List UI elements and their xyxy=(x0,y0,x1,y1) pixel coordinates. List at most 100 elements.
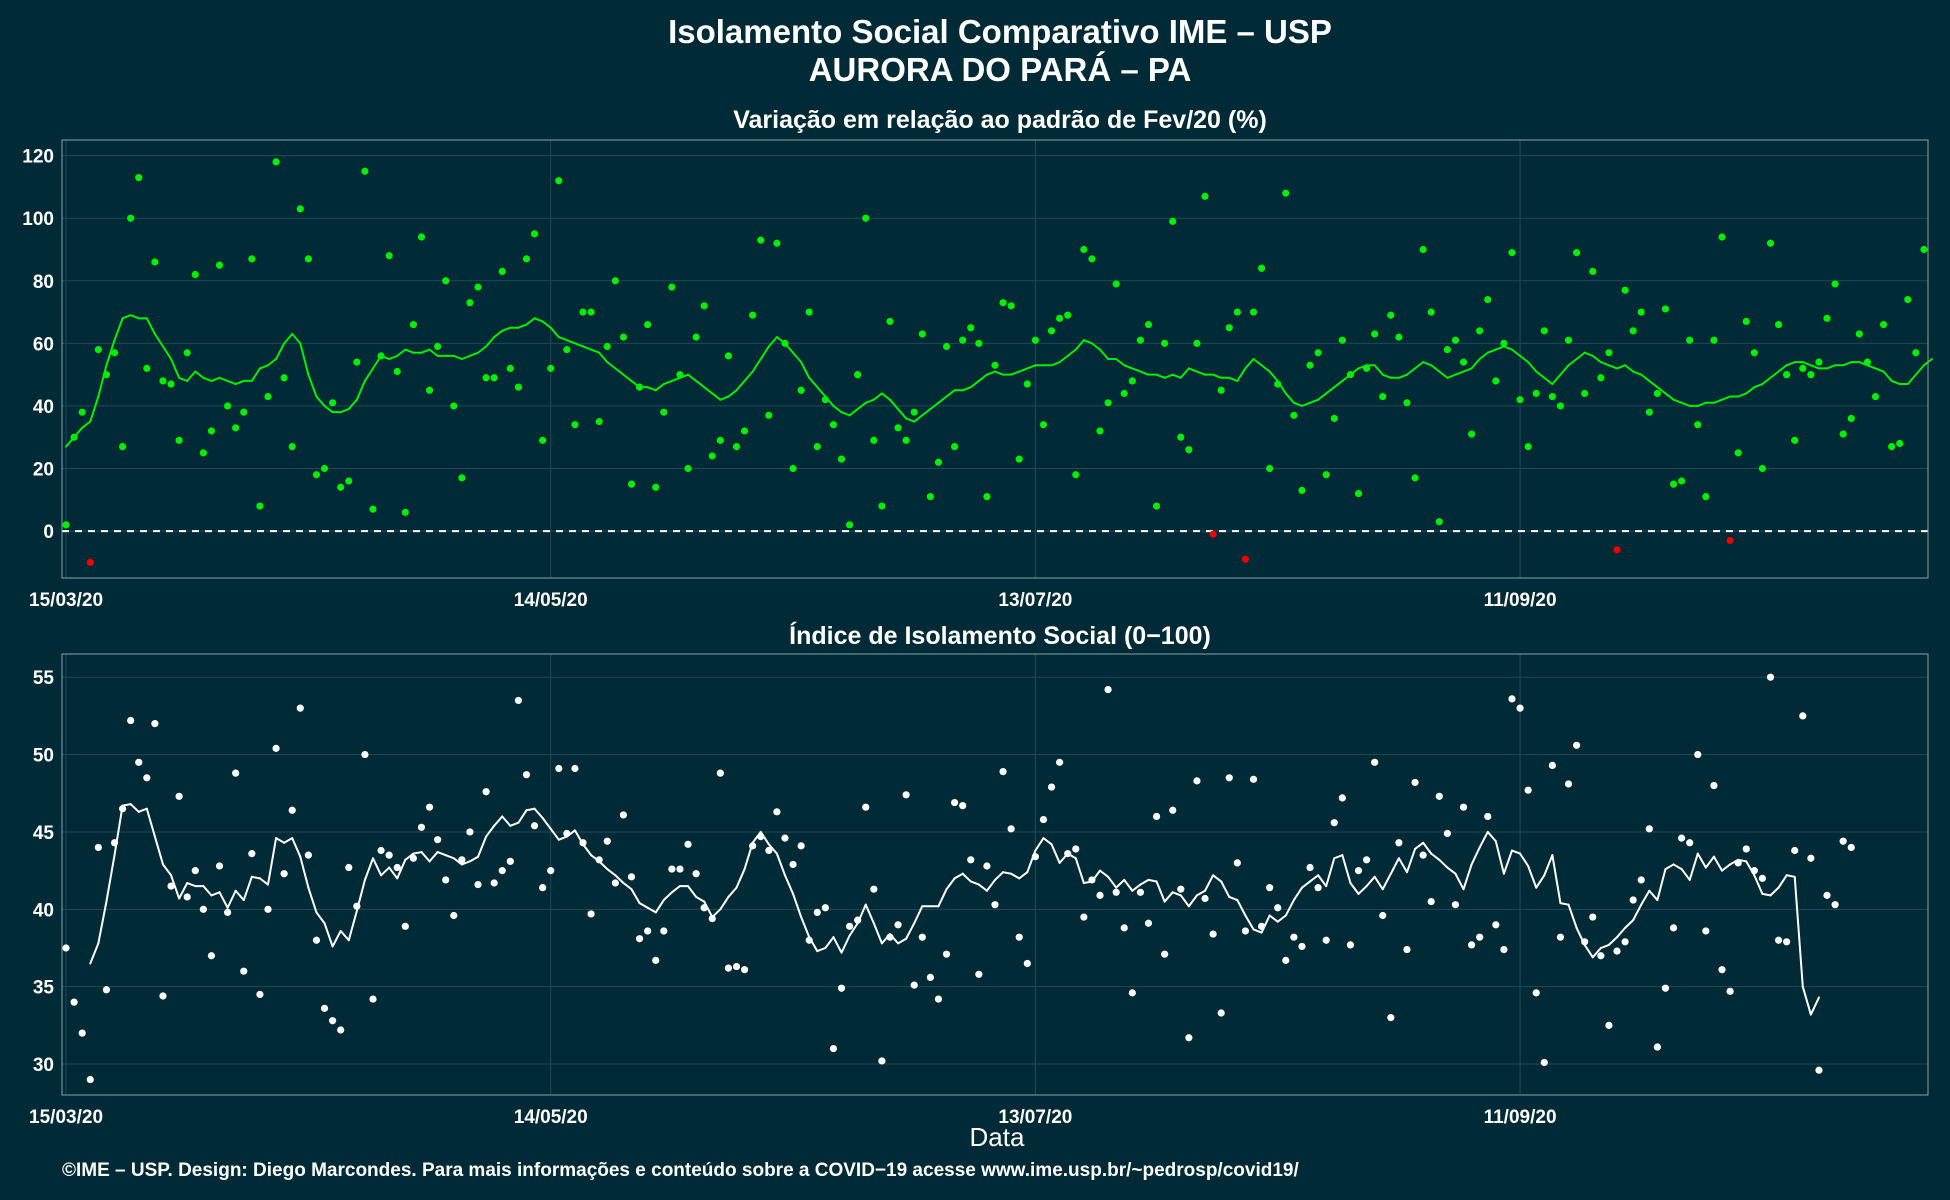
data-point xyxy=(1540,1058,1548,1067)
moving-average-segment xyxy=(1026,364,1037,370)
data-point xyxy=(280,870,288,878)
data-point xyxy=(1443,829,1451,838)
data-point xyxy=(232,424,240,432)
moving-average-segment xyxy=(832,404,843,414)
moving-average-segment xyxy=(1672,398,1683,404)
data-point xyxy=(757,236,765,244)
moving-average-segment xyxy=(477,835,488,858)
moving-average-segment xyxy=(266,837,278,886)
data-point xyxy=(530,822,539,830)
data-point xyxy=(1799,712,1807,720)
data-point xyxy=(320,464,329,473)
moving-average-segment xyxy=(1034,837,1045,852)
data-point xyxy=(329,1017,337,1025)
data-point xyxy=(1863,358,1872,366)
data-point xyxy=(1920,245,1928,254)
moving-average-segment xyxy=(1761,376,1772,386)
data-point xyxy=(514,383,523,391)
moving-average-segment xyxy=(687,885,698,898)
data-point xyxy=(765,846,773,855)
data-point xyxy=(1112,888,1120,896)
data-point xyxy=(1314,884,1322,892)
data-point xyxy=(1274,904,1282,912)
data-point xyxy=(1774,936,1783,944)
data-point xyxy=(1209,530,1217,538)
moving-average-segment xyxy=(1147,878,1158,883)
data-point xyxy=(1815,1066,1823,1074)
data-point xyxy=(1613,947,1621,955)
moving-average-segment xyxy=(1769,886,1780,897)
moving-average-segment xyxy=(1696,852,1707,869)
data-point xyxy=(458,474,466,482)
data-point xyxy=(878,1057,886,1065)
data-point xyxy=(223,402,232,410)
data-point xyxy=(1791,846,1799,855)
moving-average-segment xyxy=(485,336,496,348)
data-point xyxy=(466,299,474,307)
moving-average-segment xyxy=(840,934,851,954)
moving-average-segment xyxy=(1236,899,1247,917)
moving-average-segment xyxy=(1607,364,1618,370)
data-point xyxy=(1282,189,1290,197)
data-point xyxy=(1225,324,1233,332)
moving-average-segment xyxy=(751,358,762,373)
data-point xyxy=(94,346,102,354)
moving-average-segment xyxy=(1139,370,1150,376)
moving-average-segment xyxy=(266,358,278,367)
data-point xyxy=(1750,349,1758,357)
data-point xyxy=(1427,308,1435,316)
moving-average-segment xyxy=(1163,373,1174,379)
data-point xyxy=(700,904,708,912)
moving-average-segment xyxy=(468,855,480,863)
data-point xyxy=(70,998,78,1006)
data-point xyxy=(660,408,668,416)
data-point xyxy=(676,371,684,379)
moving-average-segment xyxy=(565,339,576,345)
moving-average-segment xyxy=(1874,367,1885,373)
data-point xyxy=(765,411,773,419)
moving-average-segment xyxy=(1204,874,1215,892)
moving-average-segment xyxy=(1551,854,1562,905)
moving-average-segment xyxy=(573,342,585,348)
moving-average-segment xyxy=(1333,379,1344,389)
moving-average-segment xyxy=(1510,849,1522,855)
moving-average-segment xyxy=(396,858,407,880)
moving-average-segment xyxy=(743,370,754,382)
data-point xyxy=(127,214,135,222)
x-tick-label: 14/05/20 xyxy=(514,590,588,611)
data-point xyxy=(1056,314,1064,322)
data-point xyxy=(1128,377,1136,385)
moving-average-segment xyxy=(1882,370,1893,382)
moving-average-segment xyxy=(1155,880,1166,903)
moving-average-segment xyxy=(1115,878,1126,889)
data-point xyxy=(1783,938,1791,946)
data-point xyxy=(1476,933,1484,941)
moving-average-segment xyxy=(1010,872,1021,880)
data-point xyxy=(102,986,111,994)
moving-average-segment xyxy=(1454,872,1465,891)
data-point xyxy=(1484,295,1492,304)
moving-average-segment xyxy=(1284,899,1295,917)
data-point xyxy=(644,927,652,935)
data-point xyxy=(288,806,296,814)
data-point xyxy=(1524,443,1532,451)
moving-average-segment xyxy=(638,902,649,909)
moving-average-segment xyxy=(929,401,940,411)
moving-average-segment xyxy=(1357,885,1368,895)
data-point xyxy=(1241,927,1250,935)
data-point xyxy=(498,867,506,875)
data-point xyxy=(1766,673,1775,681)
data-point xyxy=(676,865,684,873)
data-point xyxy=(1362,364,1371,372)
data-point xyxy=(1589,267,1597,275)
moving-average-segment xyxy=(590,348,601,354)
moving-average-segment xyxy=(1559,902,1570,906)
plot-frame xyxy=(61,139,1929,579)
bottom-panel: 30 35 40 45 50 55 15/03/20 14/05/20 13/07/20 11/0… xyxy=(29,653,1929,1128)
moving-average-segment xyxy=(1050,361,1061,367)
data-point xyxy=(1120,389,1128,398)
moving-average-segment xyxy=(792,351,803,364)
moving-average-segment xyxy=(1906,373,1917,386)
data-point xyxy=(159,377,167,385)
moving-average-segment xyxy=(283,332,294,345)
